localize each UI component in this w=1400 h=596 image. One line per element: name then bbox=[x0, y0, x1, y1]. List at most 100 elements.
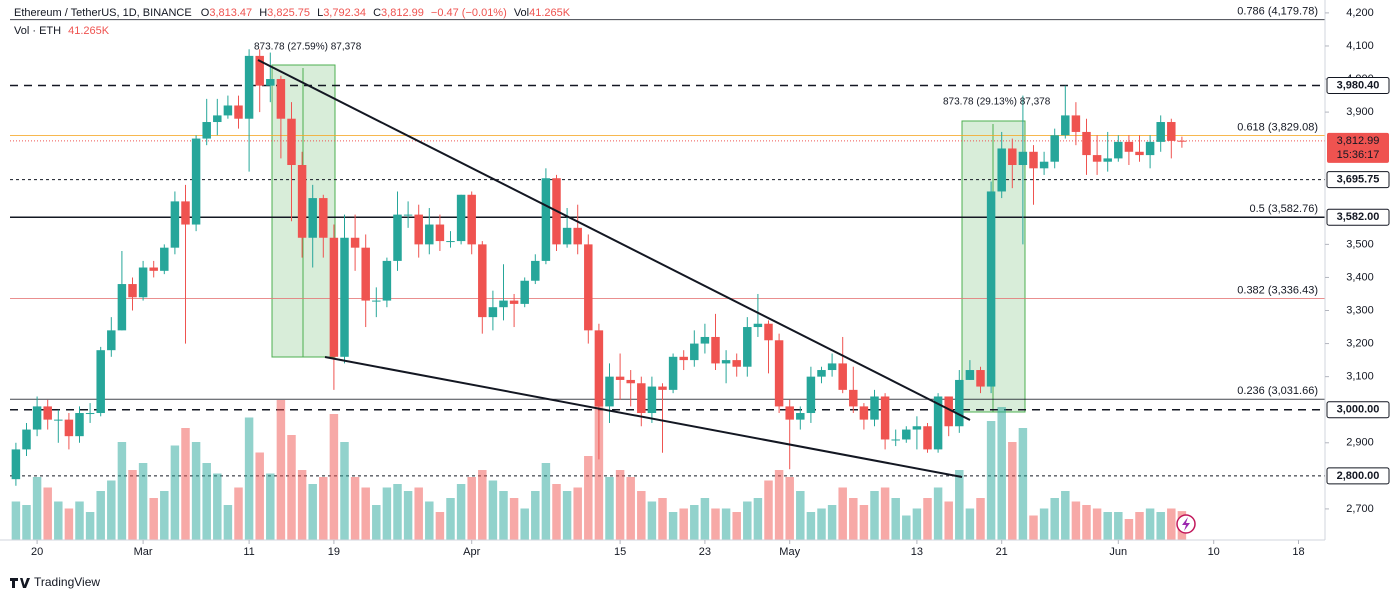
candle-body bbox=[255, 55, 264, 86]
volume-legend: Vol · ETH 41.265K bbox=[14, 25, 110, 37]
candle-body bbox=[1177, 140, 1187, 142]
volume-bar bbox=[414, 487, 423, 540]
candle-body bbox=[1092, 155, 1102, 162]
x-tick-label: 15 bbox=[614, 546, 626, 558]
ohlc-value: 3,812.99 bbox=[381, 7, 424, 19]
candle-body bbox=[54, 419, 63, 421]
candle-body bbox=[478, 244, 487, 318]
volume-bar bbox=[541, 463, 551, 540]
price-label-box bbox=[1326, 208, 1390, 226]
volume-bar bbox=[520, 508, 529, 540]
ohlc-value: 3,813.47 bbox=[209, 7, 252, 19]
candle-body bbox=[721, 360, 731, 364]
volume-bar bbox=[902, 515, 911, 540]
volume-bar bbox=[594, 400, 604, 540]
x-tick-label: 11 bbox=[243, 546, 254, 558]
candle-body bbox=[584, 244, 593, 331]
volume-bar bbox=[393, 484, 402, 540]
candle-body bbox=[880, 396, 890, 440]
candle-body bbox=[181, 201, 190, 225]
candle-body bbox=[456, 194, 466, 242]
brand-logo bbox=[10, 578, 30, 588]
volume-bar bbox=[997, 407, 1006, 540]
candle-body bbox=[191, 138, 201, 225]
volume-bar bbox=[1167, 508, 1176, 540]
candle-body bbox=[711, 336, 720, 364]
volume-bar bbox=[149, 498, 158, 540]
candle-body bbox=[743, 327, 752, 367]
volume-bar bbox=[870, 491, 879, 540]
volume-bar bbox=[85, 512, 95, 540]
volume-bar bbox=[605, 477, 614, 540]
volume-bar bbox=[1103, 512, 1112, 540]
volume-bar bbox=[244, 417, 254, 540]
fib-label: 0.5 (3,582.76) bbox=[1250, 203, 1319, 215]
ohlc-key: H bbox=[259, 7, 267, 19]
alert-bolt bbox=[1182, 517, 1190, 531]
candle-body bbox=[965, 370, 975, 380]
candle-body bbox=[32, 406, 42, 430]
volume-bar bbox=[986, 421, 996, 540]
candle-body bbox=[96, 350, 105, 414]
volume-bar bbox=[435, 512, 445, 540]
volume-bar bbox=[584, 456, 593, 540]
ohlc-value: 3,792.34 bbox=[323, 7, 366, 19]
volume-bar bbox=[509, 498, 519, 540]
price-label: 3,980.40 bbox=[1337, 79, 1380, 91]
volume-bar bbox=[637, 491, 646, 540]
candle-body bbox=[22, 429, 31, 450]
price-label: 3,000.00 bbox=[1337, 404, 1380, 416]
candle-body bbox=[319, 198, 328, 238]
volume-bar bbox=[1029, 515, 1038, 540]
x-tick-label: 20 bbox=[31, 546, 43, 558]
candle-body bbox=[234, 105, 243, 119]
volume-bar bbox=[319, 477, 328, 540]
candle-body bbox=[170, 201, 180, 248]
volume-bar bbox=[160, 491, 169, 540]
volume-bar bbox=[107, 480, 116, 540]
volume-bar bbox=[785, 477, 794, 540]
candle-body bbox=[160, 247, 169, 271]
candle-body bbox=[562, 227, 572, 245]
volume-bar bbox=[255, 452, 264, 540]
measure-label: 873.78 (27.59%) 87,378 bbox=[254, 42, 362, 53]
candle-body bbox=[1008, 148, 1017, 166]
current-price-box bbox=[1327, 132, 1389, 163]
volume-bar bbox=[647, 501, 657, 540]
candle-body bbox=[1114, 141, 1123, 159]
candle-body bbox=[1145, 141, 1155, 156]
candle-body bbox=[1082, 131, 1091, 156]
volume-bar bbox=[213, 473, 222, 540]
volume-bar bbox=[1071, 501, 1081, 540]
candle-body bbox=[1135, 151, 1144, 156]
candle-body bbox=[796, 413, 805, 420]
candle-body bbox=[615, 376, 625, 380]
candle-body bbox=[902, 429, 911, 440]
candle-body bbox=[647, 386, 657, 414]
volume-bar bbox=[774, 470, 784, 540]
volume-bar bbox=[679, 508, 688, 540]
candle-body bbox=[467, 194, 476, 245]
candle-body bbox=[923, 426, 932, 450]
candle-body bbox=[541, 178, 551, 261]
candle-body bbox=[1156, 122, 1165, 142]
volume-bar bbox=[361, 487, 370, 540]
candle-body bbox=[425, 224, 434, 245]
candle-body bbox=[806, 376, 816, 414]
volume-bar bbox=[32, 477, 42, 540]
symbol: Ethereum / TetherUS, 1D, BINANCE bbox=[14, 7, 192, 19]
candle-body bbox=[393, 214, 402, 261]
measure-label: 873.78 (29.13%) 87,378 bbox=[943, 97, 1051, 108]
candle-body bbox=[329, 237, 339, 357]
candle-body bbox=[912, 426, 922, 430]
trend-line bbox=[324, 356, 963, 478]
volume-bar bbox=[1114, 512, 1123, 540]
axes: 4,2004,1004,0003,9003,5003,4003,3003,200… bbox=[31, 7, 1390, 558]
candle-body bbox=[700, 336, 710, 344]
ohlc-key: O bbox=[201, 7, 210, 19]
volume-bar bbox=[764, 480, 773, 540]
price-label-box bbox=[1326, 171, 1390, 189]
vol-title: Vol bbox=[514, 7, 529, 19]
volume-bar bbox=[297, 470, 307, 540]
volume-bar bbox=[626, 477, 635, 540]
